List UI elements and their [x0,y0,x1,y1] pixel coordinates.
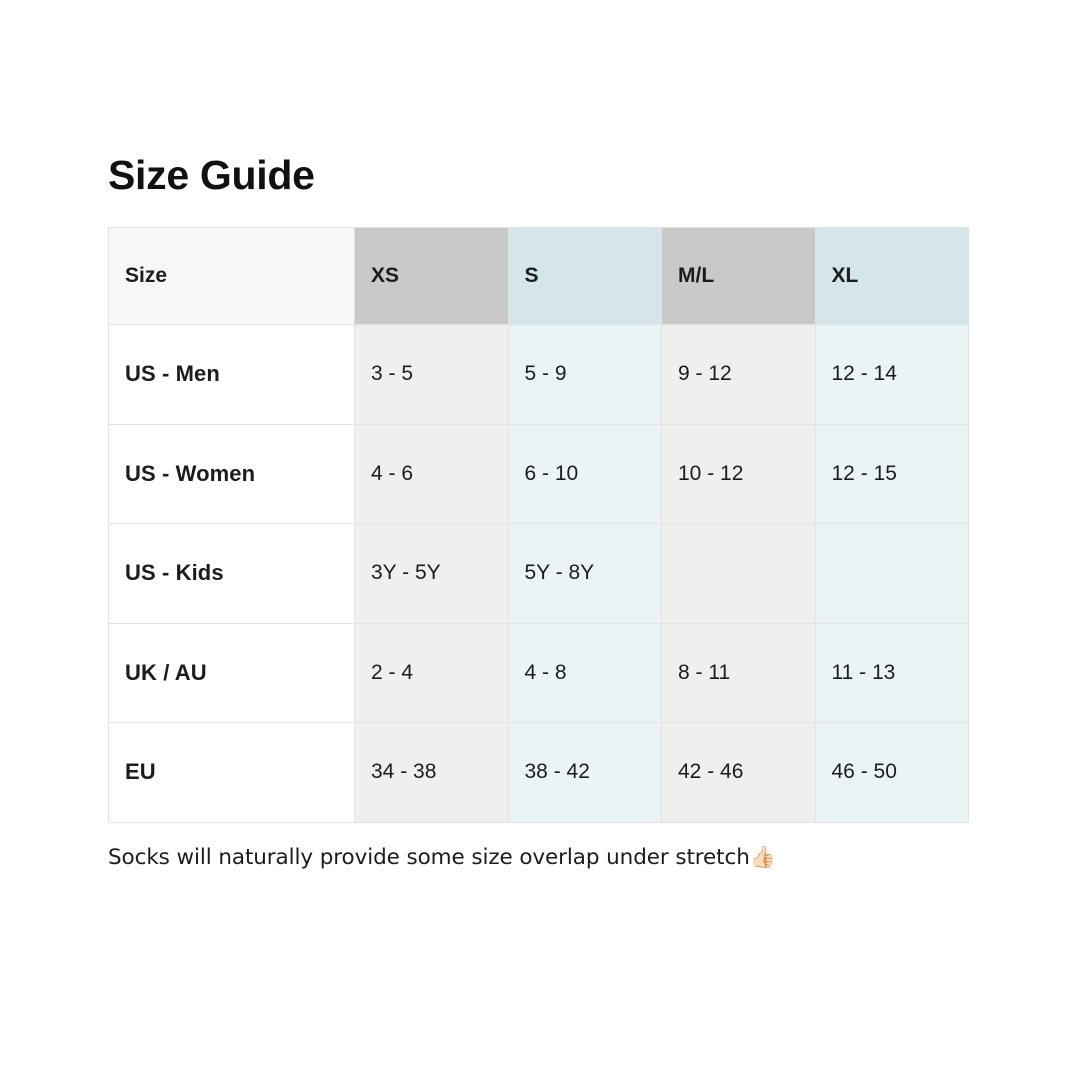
cell-us-men-xs: 3 - 5 [354,324,509,425]
cell-eu-ml: 42 - 46 [661,722,816,823]
thumbs-up-icon: 👍🏻 [749,845,776,869]
cell-eu-xs: 34 - 38 [354,722,509,823]
column-header-ml: M/L [661,227,816,325]
size-guide-table: Size XS S M/L XL US - Men 3 - 5 5 - 9 9 … [108,227,969,823]
row-label-us-women: US - Women [108,423,355,524]
table-row: US - Women 4 - 6 6 - 10 10 - 12 12 - 15 [108,423,969,524]
row-label-eu: EU [108,722,355,823]
cell-us-kids-s: 5Y - 8Y [507,523,662,624]
column-header-s: S [507,227,662,325]
page-title: Size Guide [108,152,315,198]
cell-us-kids-xl [814,523,969,624]
column-header-size: Size [108,227,355,325]
row-label-us-kids: US - Kids [108,523,355,624]
table-row: UK / AU 2 - 4 4 - 8 8 - 11 11 - 13 [108,622,969,723]
cell-us-women-xl: 12 - 15 [814,423,969,524]
table-row: US - Kids 3Y - 5Y 5Y - 8Y [108,523,969,624]
cell-eu-xl: 46 - 50 [814,722,969,823]
cell-us-women-s: 6 - 10 [507,423,662,524]
table-row: US - Men 3 - 5 5 - 9 9 - 12 12 - 14 [108,324,969,425]
cell-us-kids-ml [661,523,816,624]
table-row: EU 34 - 38 38 - 42 42 - 46 46 - 50 [108,722,969,823]
cell-eu-s: 38 - 42 [507,722,662,823]
cell-uk-au-xl: 11 - 13 [814,622,969,723]
cell-uk-au-s: 4 - 8 [507,622,662,723]
footnote: Socks will naturally provide some size o… [108,845,776,870]
cell-us-women-xs: 4 - 6 [354,423,509,524]
table-header-row: Size XS S M/L XL [108,227,969,325]
cell-uk-au-ml: 8 - 11 [661,622,816,723]
cell-us-kids-xs: 3Y - 5Y [354,523,509,624]
cell-us-men-ml: 9 - 12 [661,324,816,425]
cell-us-men-xl: 12 - 14 [814,324,969,425]
cell-uk-au-xs: 2 - 4 [354,622,509,723]
footnote-text: Socks will naturally provide some size o… [108,845,750,870]
column-header-xs: XS [354,227,509,325]
cell-us-women-ml: 10 - 12 [661,423,816,524]
row-label-uk-au: UK / AU [108,622,355,723]
row-label-us-men: US - Men [108,324,355,425]
column-header-xl: XL [814,227,969,325]
cell-us-men-s: 5 - 9 [507,324,662,425]
